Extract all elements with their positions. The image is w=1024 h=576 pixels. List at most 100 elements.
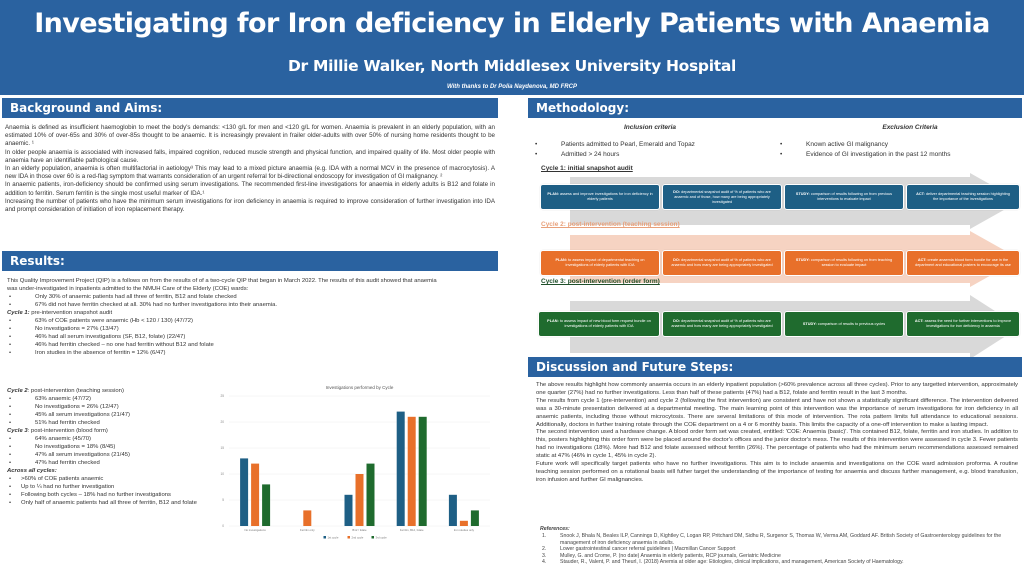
bar-2nd-cycle bbox=[407, 416, 416, 526]
cycle-2-do-box: DO: departmental snapshot audit of % of … bbox=[662, 250, 782, 276]
acknowledgement: With thanks to Dr Polia Naydenova, MD FR… bbox=[447, 84, 577, 90]
cycle-2-bullet: No investigations = 26% (12/47) bbox=[7, 403, 207, 411]
bar-1st-cycle bbox=[396, 411, 405, 526]
cycle-2-study-box: STUDY: comparison of results following o… bbox=[784, 250, 904, 276]
results-intro-bullet: Only 30% of anaemic patients had all thr… bbox=[7, 293, 437, 301]
legend-label: 2nd cycle bbox=[352, 535, 364, 539]
inclusion-item: Patients admitted to Pearl, Emerald and … bbox=[533, 140, 773, 150]
legend-label: 1st cycle bbox=[328, 535, 339, 539]
poster-title: Investigating for Iron deficiency in Eld… bbox=[34, 8, 990, 39]
cycle-2-bullet: 51% had ferritin checked bbox=[7, 419, 207, 427]
exclusion-item: Known active GI malignancy bbox=[778, 140, 1018, 150]
cycle-2-bullet: 63% anaemic (47/72) bbox=[7, 395, 207, 403]
bar-3rd-cycle bbox=[470, 510, 479, 526]
across-cycles-heading: Across all cycles: bbox=[7, 468, 57, 474]
reference-item: 4. Stauder, R., Valent, P. and Theurl, I.… bbox=[542, 559, 904, 566]
cycle-2-plan-box: PLAN: to assess impact of departmental t… bbox=[540, 250, 660, 276]
cycle-2-act-box: ACT: create anaemia blood form bundle fo… bbox=[906, 250, 1020, 276]
results-intro-bullet: 67% did not have ferritin checked at all… bbox=[7, 301, 437, 309]
cycle-1-bullet: No investigations = 27% (13/47) bbox=[7, 325, 437, 333]
inclusion-criteria-list: Patients admitted to Pearl, Emerald and … bbox=[533, 140, 773, 160]
y-tick-label: 20 bbox=[220, 420, 224, 424]
bar-3rd-cycle bbox=[366, 463, 375, 526]
cycle-2-heading: Cycle 2: post-intervention (teaching ses… bbox=[7, 388, 124, 394]
reference-item: 1. Snook J, Bhala N, Beales ILP, Cannings… bbox=[542, 533, 1002, 546]
cycle-1-do-box: DO: departmental snapshot audit of % of … bbox=[662, 184, 782, 210]
discussion-paragraph: Future work will specifically target pat… bbox=[536, 461, 1018, 483]
header-divider bbox=[0, 95, 1024, 98]
cycle-3-bullet: 64% anaemic (45/70) bbox=[7, 435, 207, 443]
legend-swatch bbox=[323, 536, 326, 539]
bar-3rd-cycle bbox=[418, 416, 427, 526]
cycle-3-plan-box: PLAN: to assess impact of new blood form… bbox=[538, 311, 660, 337]
cycle-1-label: Cycle 1: initial snapshot audit bbox=[541, 165, 633, 172]
poster-header: Investigating for Iron deficiency in Eld… bbox=[0, 0, 1024, 95]
poster-author: Dr Millie Walker, North Middlesex Univer… bbox=[287, 57, 737, 75]
cycle-1-bullet: 46% had ferritin checked – no one had fe… bbox=[7, 341, 437, 349]
discussion-heading: Discussion and Future Steps: bbox=[528, 357, 1022, 377]
background-paragraph: In older people anaemia is associated wi… bbox=[5, 148, 495, 164]
bar-2nd-cycle bbox=[459, 520, 468, 526]
background-paragraph: Increasing the number of patients who ha… bbox=[5, 197, 495, 214]
discussion-text: The above results highlight how commonly… bbox=[536, 382, 1018, 485]
results-heading: Results: bbox=[2, 251, 498, 271]
cycle-1-bullet: 63% of COE patients were anaemic (Hb < 1… bbox=[7, 317, 437, 325]
bar-1st-cycle bbox=[448, 494, 457, 526]
cycle-1-bullet: 46% had all serum investigations (SF, B1… bbox=[7, 333, 437, 341]
x-tick-label: Ferritin, B12, folate bbox=[400, 528, 424, 532]
methodology-heading: Methodology: bbox=[528, 98, 1022, 118]
cycle-1-bullet: Iron studies in the absence of ferritin … bbox=[7, 349, 437, 357]
bar-chart-svg: Investigations performed by Cycle 0 5 10 15 2… bbox=[220, 385, 490, 539]
exclusion-item: Evidence of GI investigation in the past… bbox=[778, 150, 1018, 160]
discussion-paragraph: The results from cycle 1 (pre-interventi… bbox=[536, 397, 1018, 428]
x-tick-label: B12 / folate bbox=[352, 528, 367, 532]
background-paragraph: Anaemia is defined as insufficient haemo… bbox=[5, 124, 495, 148]
references: References: 1. Snook J, Bhala N, Beales I… bbox=[540, 526, 1018, 565]
cycle-3-heading: Cycle 3: post-intervention (blood form) bbox=[7, 428, 108, 434]
cycle-1-heading: Cycle 1: pre-intervention snapshot audit bbox=[7, 310, 113, 316]
bar-2nd-cycle bbox=[355, 474, 364, 526]
results-text: This Quality Improvement Project (QIP) i… bbox=[7, 277, 437, 357]
cycle-1-study-box: STUDY: comparison of results following o… bbox=[784, 184, 904, 210]
across-cycles-bullet: Up to ¼ had no further investigation bbox=[7, 483, 207, 491]
across-cycles-bullet: Following both cycles – 18% had no furth… bbox=[7, 491, 207, 499]
discussion-paragraph: The above results highlight how commonly… bbox=[536, 382, 1018, 396]
discussion-paragraph: The second intervention used a hardware … bbox=[536, 429, 1018, 460]
bar-1st-cycle bbox=[344, 494, 353, 526]
y-tick-label: 10 bbox=[220, 472, 224, 476]
y-tick-label: 0 bbox=[222, 524, 224, 528]
bar-2nd-cycle bbox=[303, 510, 312, 526]
background-heading: Background and Aims: bbox=[2, 98, 498, 118]
exclusion-criteria-list: Known active GI malignancy Evidence of G… bbox=[778, 140, 1018, 160]
cycle-3-do-box: DO: departmental snapshot audit of % of … bbox=[662, 311, 782, 337]
x-tick-label: Iron studies only bbox=[454, 528, 475, 532]
cycle-1-act-box: ACT: deliver departmental teaching sessi… bbox=[906, 184, 1020, 210]
background-paragraph: In anaemic patients, iron-deficiency sho… bbox=[5, 181, 495, 197]
x-tick-label: Ferritin only bbox=[300, 528, 315, 532]
cycle-3-study-box: STUDY: comparison of results to previous… bbox=[784, 311, 904, 337]
bar-1st-cycle bbox=[240, 458, 249, 526]
results-cycles-text: Cycle 2: post-intervention (teaching ses… bbox=[7, 387, 207, 507]
exclusion-criteria-title: Exclusion Criteria bbox=[882, 124, 938, 131]
background-text: Anaemia is defined as insufficient haemo… bbox=[5, 124, 495, 214]
chart-title: Investigations performed by Cycle bbox=[326, 385, 394, 390]
across-cycles-bullet: >60% of COE patients anaemic bbox=[7, 475, 207, 483]
cycle-3-bullet: 47% all serum investigations (21/45) bbox=[7, 451, 207, 459]
cycle-2-label: Cycle 2: post-intervention (teaching ses… bbox=[541, 221, 680, 228]
legend-swatch bbox=[347, 536, 350, 539]
bar-3rd-cycle bbox=[262, 484, 271, 526]
inclusion-item: Admitted > 24 hours bbox=[533, 150, 773, 160]
legend-swatch bbox=[371, 536, 374, 539]
x-tick-label: No investigations bbox=[244, 528, 266, 532]
results-intro: This Quality Improvement Project (QIP) i… bbox=[7, 278, 437, 292]
cycle-3-bullet: No investigations = 18% (8/45) bbox=[7, 443, 207, 451]
reference-item: 3. Mulley, G. and Crome, P. (no date) Ana… bbox=[542, 552, 781, 559]
investigations-chart: Investigations performed by Cycle 0 5 10 15 2… bbox=[215, 380, 505, 560]
references-title: References: bbox=[540, 526, 570, 532]
cycle-3-act-box: ACT: assess the need for further interve… bbox=[906, 311, 1020, 337]
inclusion-criteria-title: Inclusion criteria bbox=[623, 124, 677, 131]
y-tick-label: 15 bbox=[220, 446, 224, 450]
across-cycles-bullet: Only half of anaemic patients had all th… bbox=[7, 499, 207, 507]
cycle-1-plan-box: PLAN: assess and improve investigations … bbox=[540, 184, 660, 210]
background-paragraph: In an elderly population, anaemia is oft… bbox=[5, 165, 495, 181]
